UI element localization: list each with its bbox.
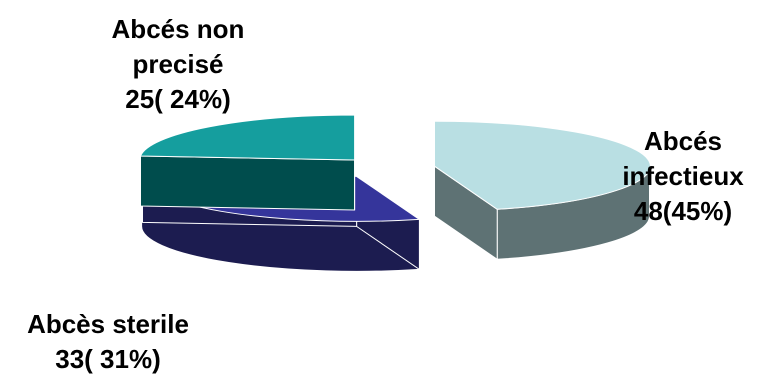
slice-label-line: infectieux [622,161,744,191]
pie-slice-cut [140,155,356,211]
pie-slice [434,120,651,261]
slice-label-line: 33( 31%) [55,344,161,374]
slice-label: Abcés infectieux 48(45%) [622,126,744,226]
slice-label-line: Abcès sterile [27,309,189,339]
slice-label-line: precisé [132,49,223,79]
pie-slice-top [139,114,356,161]
slice-label: Abcés non precisé 25( 24%) [112,14,245,114]
pie-labels: Abcés infectieux 48(45%) Abcès sterile 33( 3… [27,14,744,374]
pie-slice [139,114,356,211]
slice-label-line: Abcés [644,126,722,156]
slice-label-line: Abcés non [112,14,245,44]
slice-label: Abcès sterile 33( 31%) [27,309,189,374]
pie-slices [139,114,651,272]
slice-label-line: 25( 24%) [125,84,231,114]
pie-slice-top [434,120,651,210]
slice-label-line: 48(45%) [634,196,732,226]
